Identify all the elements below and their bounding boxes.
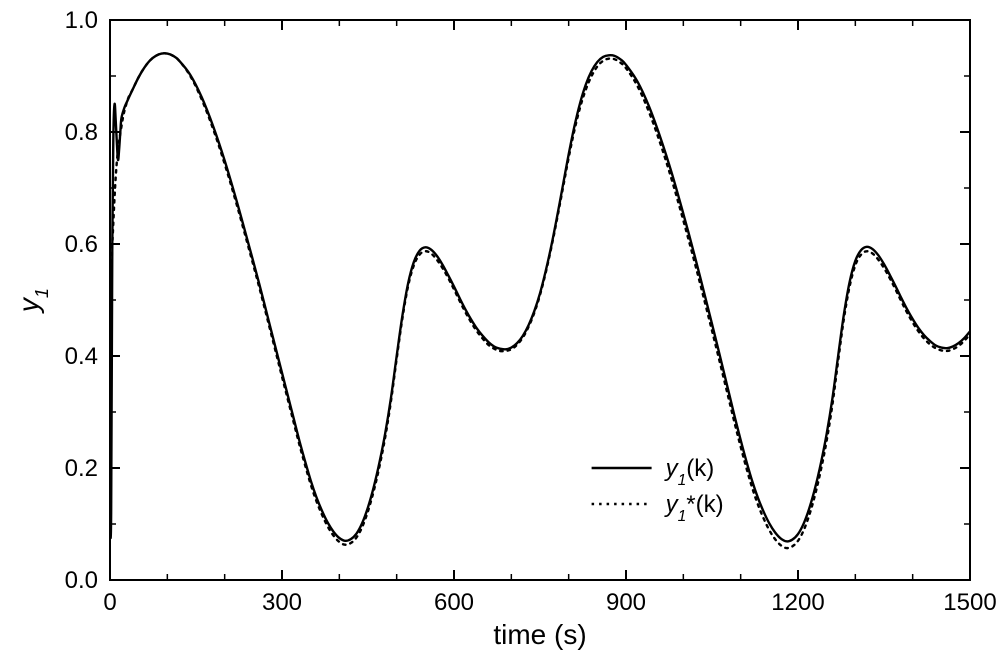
y-tick-label: 0.0	[65, 567, 98, 594]
x-axis-label: time (s)	[493, 619, 586, 650]
x-tick-label: 300	[262, 589, 302, 616]
x-tick-label: 1500	[943, 589, 996, 616]
y-tick-label: 0.4	[65, 343, 98, 370]
x-tick-label: 0	[103, 589, 116, 616]
y-tick-label: 0.2	[65, 455, 98, 482]
chart-container: 0 300 600 900 1200 1500 0.0 0.2 0.4 0.6 0.8 1.0 time…	[0, 0, 1000, 660]
x-tick-label: 600	[434, 589, 474, 616]
y-tick-label: 0.6	[65, 231, 98, 258]
x-tick-label: 1200	[771, 589, 824, 616]
y-tick-label: 1.0	[65, 7, 98, 34]
y-tick-label: 0.8	[65, 119, 98, 146]
x-tick-label: 900	[606, 589, 646, 616]
line-chart: 0 300 600 900 1200 1500 0.0 0.2 0.4 0.6 0.8 1.0 time…	[0, 0, 1000, 660]
